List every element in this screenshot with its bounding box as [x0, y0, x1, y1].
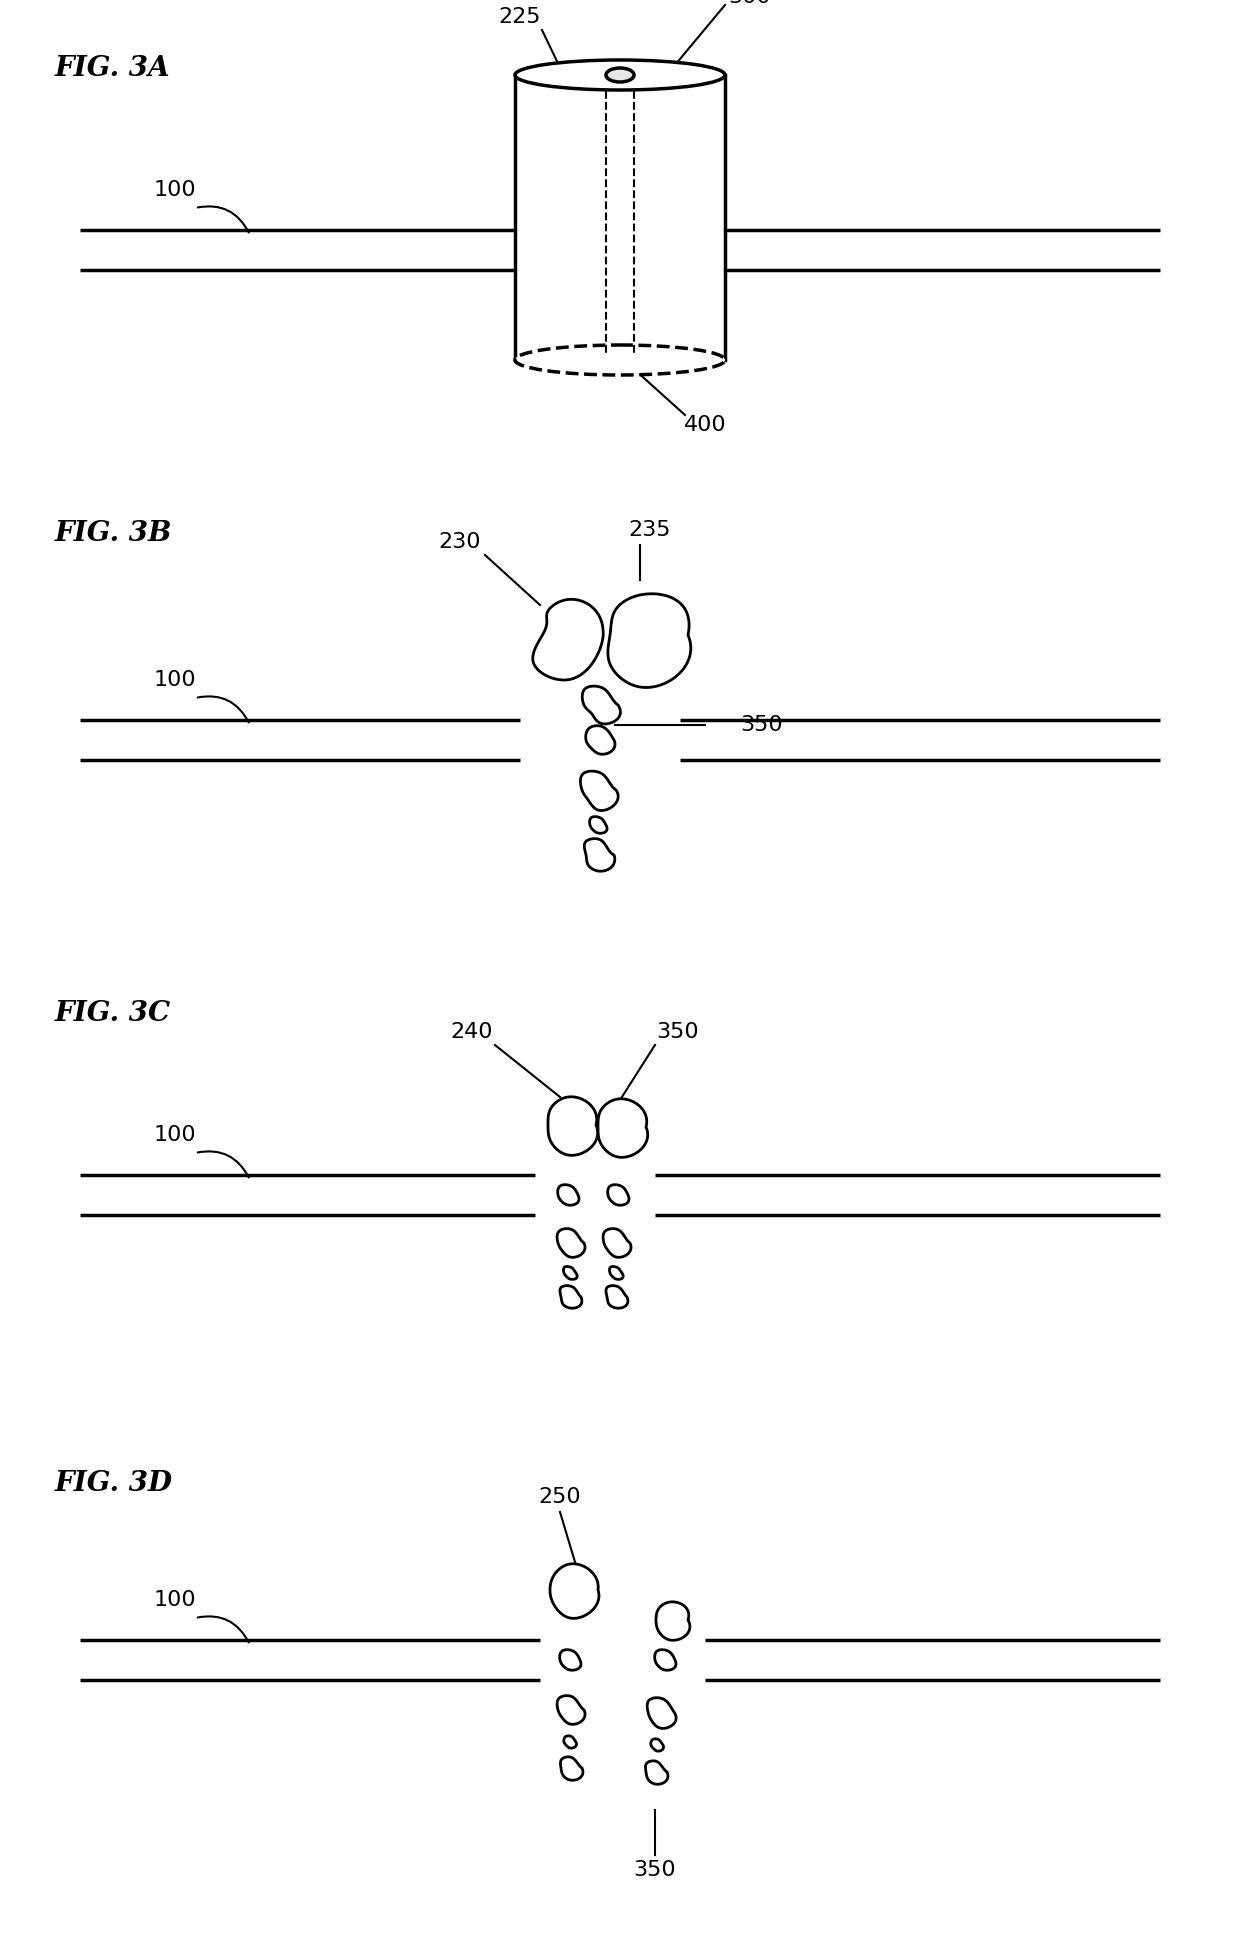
PathPatch shape	[598, 1099, 647, 1157]
Text: FIG. 3D: FIG. 3D	[55, 1471, 174, 1498]
PathPatch shape	[558, 1184, 579, 1206]
PathPatch shape	[647, 1697, 676, 1728]
PathPatch shape	[548, 1097, 598, 1155]
FancyBboxPatch shape	[515, 75, 725, 360]
PathPatch shape	[560, 1757, 583, 1780]
Text: FIG. 3A: FIG. 3A	[55, 54, 171, 81]
PathPatch shape	[585, 726, 615, 755]
Ellipse shape	[515, 60, 725, 91]
PathPatch shape	[606, 1285, 627, 1308]
Text: 350: 350	[657, 1022, 699, 1043]
Text: 250: 250	[538, 1486, 582, 1507]
Text: FIG. 3B: FIG. 3B	[55, 521, 172, 548]
PathPatch shape	[551, 1563, 599, 1618]
Text: 350: 350	[634, 1860, 676, 1881]
PathPatch shape	[589, 817, 608, 834]
PathPatch shape	[583, 687, 620, 724]
Text: 225: 225	[498, 8, 541, 27]
Ellipse shape	[515, 344, 725, 375]
PathPatch shape	[646, 1761, 668, 1784]
Text: 350: 350	[740, 716, 782, 735]
PathPatch shape	[533, 600, 603, 679]
PathPatch shape	[603, 1229, 631, 1258]
PathPatch shape	[608, 594, 691, 687]
Text: 235: 235	[629, 521, 671, 540]
Text: FIG. 3C: FIG. 3C	[55, 1000, 171, 1027]
Text: 230: 230	[439, 532, 481, 551]
Text: 300: 300	[729, 0, 771, 8]
PathPatch shape	[610, 1267, 624, 1279]
Text: 100: 100	[154, 180, 196, 199]
PathPatch shape	[608, 1184, 629, 1206]
PathPatch shape	[580, 772, 619, 811]
Ellipse shape	[606, 68, 634, 81]
PathPatch shape	[564, 1736, 577, 1747]
Text: 400: 400	[683, 414, 727, 435]
Text: 240: 240	[451, 1022, 494, 1043]
PathPatch shape	[557, 1695, 585, 1724]
Text: 100: 100	[154, 670, 196, 691]
PathPatch shape	[655, 1651, 676, 1670]
PathPatch shape	[560, 1285, 582, 1308]
PathPatch shape	[656, 1602, 689, 1641]
Text: 100: 100	[154, 1124, 196, 1146]
PathPatch shape	[563, 1267, 577, 1279]
PathPatch shape	[557, 1229, 585, 1258]
PathPatch shape	[559, 1651, 582, 1670]
Text: 100: 100	[154, 1591, 196, 1610]
PathPatch shape	[584, 838, 615, 871]
PathPatch shape	[651, 1740, 663, 1751]
